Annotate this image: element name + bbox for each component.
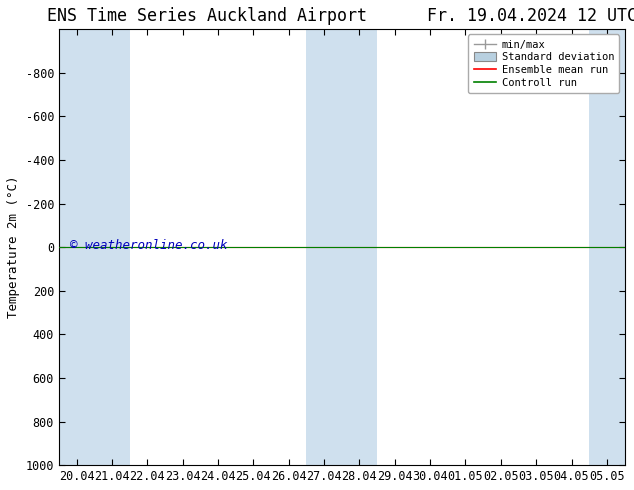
Bar xyxy=(59,29,94,465)
Bar xyxy=(306,29,342,465)
Text: © weatheronline.co.uk: © weatheronline.co.uk xyxy=(70,239,228,251)
Bar xyxy=(94,29,129,465)
Bar xyxy=(589,29,624,465)
Y-axis label: Temperature 2m (°C): Temperature 2m (°C) xyxy=(7,176,20,318)
Legend: min/max, Standard deviation, Ensemble mean run, Controll run: min/max, Standard deviation, Ensemble me… xyxy=(469,34,619,93)
Bar xyxy=(342,29,377,465)
Title: ENS Time Series Auckland Airport      Fr. 19.04.2024 12 UTC: ENS Time Series Auckland Airport Fr. 19.… xyxy=(47,7,634,25)
